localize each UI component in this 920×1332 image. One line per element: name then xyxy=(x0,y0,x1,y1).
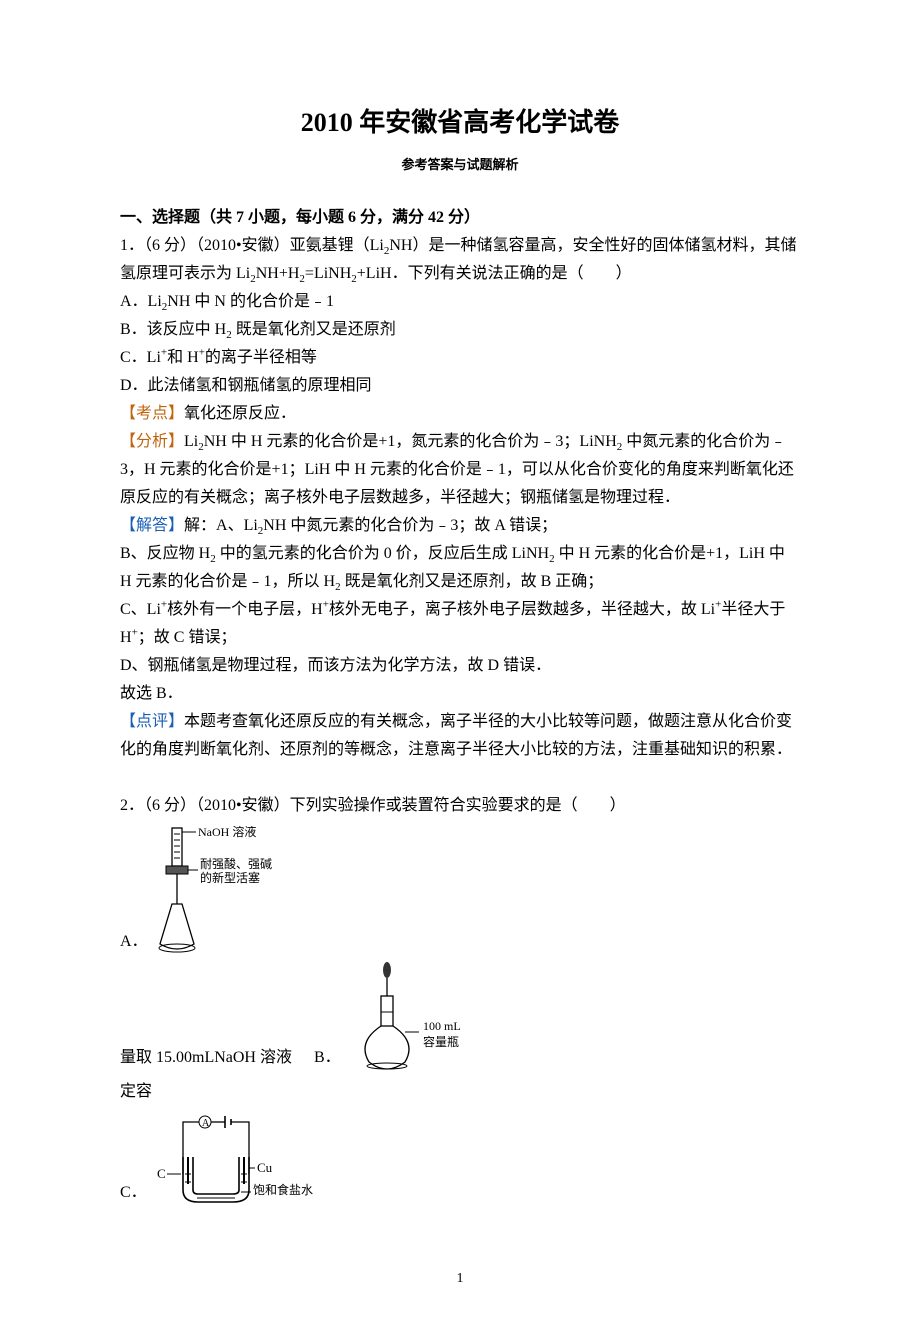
text: C．Li xyxy=(120,349,161,366)
q1-option-b: B．该反应中 H2 既是氧化剂又是还原剂 xyxy=(120,316,800,344)
q1-option-c: C．Li+和 H+的离子半径相等 xyxy=(120,344,800,372)
text: C、Li xyxy=(120,601,161,618)
q1-jieda-b: B、反应物 H2 中的氢元素的化合价为 0 价，反应后生成 LiNH2 中 H … xyxy=(120,540,800,596)
text: 中的氢元素的化合价为 0 价，反应后生成 LiNH xyxy=(216,545,549,562)
q1-kaodian: 【考点】氧化还原反应． xyxy=(120,400,800,428)
label-flask: 容量瓶 xyxy=(423,1034,459,1049)
text: 和 H xyxy=(167,349,199,366)
text: 解：A、Li xyxy=(184,517,258,534)
page-title: 2010 年安徽省高考化学试卷 xyxy=(120,100,800,146)
q1-jieda-a: 【解答】解：A、Li2NH 中氮元素的化合价为﹣3；故 A 错误； xyxy=(120,512,800,540)
text: 核外无电子，离子核外电子层数越多，半径越大，故 Li xyxy=(329,601,715,618)
page-number: 1 xyxy=(120,1267,800,1292)
text: B、反应物 H xyxy=(120,545,210,562)
svg-text:A: A xyxy=(202,1118,210,1129)
text: B．该反应中 H xyxy=(120,321,226,338)
electrolysis-diagram: A C Cu 饱和食盐水 xyxy=(153,1112,323,1207)
label-naoh: NaOH 溶液 xyxy=(198,826,256,839)
option-c-letter: C． xyxy=(120,1179,147,1207)
q2-option-b-row: 量取 15.00mLNaOH 溶液 B． 100 mL 容量瓶 xyxy=(120,962,800,1072)
text: =LiNH xyxy=(305,265,351,282)
text: NH 中 H 元素的化合价是+1，氮元素的化合价为﹣3；LiNH xyxy=(204,433,617,450)
volumetric-flask-diagram: 100 mL 容量瓶 xyxy=(347,962,497,1072)
caption-b: 定容 xyxy=(120,1078,800,1106)
q1-fenxi: 【分析】Li2NH 中 H 元素的化合价是+1，氮元素的化合价为﹣3；LiNH2… xyxy=(120,428,800,512)
page-subtitle: 参考答案与试题解析 xyxy=(120,154,800,177)
text: 的离子半径相等 xyxy=(205,349,317,366)
text: 既是氧化剂又是还原剂 xyxy=(232,321,396,338)
dianping-label: 【点评】 xyxy=(120,713,184,730)
q1-jieda-c: C、Li+核外有一个电子层，H+核外无电子，离子核外电子层数越多，半径越大，故 … xyxy=(120,596,800,652)
text: 氧化还原反应． xyxy=(184,405,296,422)
option-a-letter: A． xyxy=(120,928,148,956)
text: 既是氧化剂又是还原剂，故 B 正确； xyxy=(341,573,604,590)
text: 核外有一个电子层，H xyxy=(167,601,323,618)
q2-option-a-row: A． NaOH 溶液 耐强酸、强碱 的新型活塞 xyxy=(120,826,800,956)
q2-stem: 2．（6 分）（2010•安徽）下列实验操作或装置符合实验要求的是（ ） xyxy=(120,792,800,820)
burette-flask-diagram: NaOH 溶液 耐强酸、强碱 的新型活塞 xyxy=(154,826,314,956)
jieda-label: 【解答】 xyxy=(120,517,184,534)
label-100ml: 100 mL xyxy=(423,1019,461,1033)
text: NH+H xyxy=(256,265,300,282)
label-cu-electrode: Cu xyxy=(257,1160,273,1175)
text: NH 中氮元素的化合价为﹣3；故 A 错误； xyxy=(263,517,557,534)
label-c-electrode: C xyxy=(157,1166,166,1181)
text: 本题考查氧化还原反应的有关概念，离子半径的大小比较等问题，做题注意从化合价变化的… xyxy=(120,713,792,758)
text: NH 中 N 的化合价是﹣1 xyxy=(167,293,334,310)
text: ；故 C 错误； xyxy=(138,629,237,646)
q2-option-c-row: C． A C Cu 饱和食盐水 xyxy=(120,1112,800,1207)
label-nacl-sat: 饱和食盐水 xyxy=(253,1182,313,1197)
text: A．Li xyxy=(120,293,162,310)
q1-jieda-d: D、钢瓶储氢是物理过程，而该方法为化学方法，故 D 错误． xyxy=(120,652,800,680)
label-stopcock-2: 的新型活塞 xyxy=(200,870,260,885)
q1-conclusion: 故选 B． xyxy=(120,680,800,708)
kaodian-label: 【考点】 xyxy=(120,405,184,422)
q1-stem: 1．（6 分）（2010•安徽）亚氨基锂（Li2NH）是一种储氢容量高，安全性好… xyxy=(120,232,800,288)
text: Li xyxy=(184,433,198,450)
caption-a: 量取 15.00mLNaOH 溶液 xyxy=(120,1044,292,1072)
text: 1．（6 分）（2010•安徽）亚氨基锂（Li xyxy=(120,237,384,254)
section-header: 一、选择题（共 7 小题，每小题 6 分，满分 42 分） xyxy=(120,204,800,232)
q1-option-d: D．此法储氢和钢瓶储氢的原理相同 xyxy=(120,372,800,400)
q1-dianping: 【点评】本题考查氧化还原反应的有关概念，离子半径的大小比较等问题，做题注意从化合… xyxy=(120,708,800,764)
q1-option-a: A．Li2NH 中 N 的化合价是﹣1 xyxy=(120,288,800,316)
label-stopcock-1: 耐强酸、强碱 xyxy=(200,856,272,871)
fenxi-label: 【分析】 xyxy=(120,433,184,450)
text: +LiH．下列有关说法正确的是（ ） xyxy=(357,265,632,282)
